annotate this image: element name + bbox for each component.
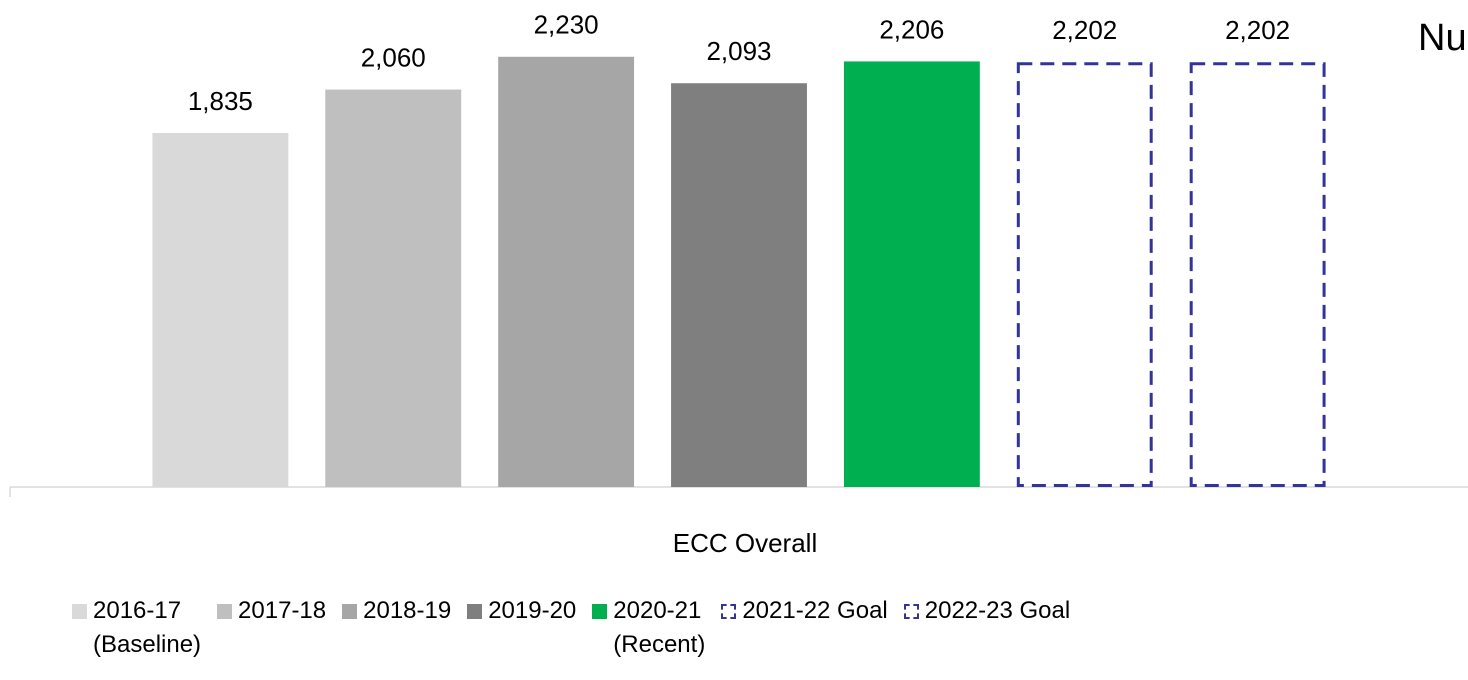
legend-label: 2016-17 (Baseline)	[93, 597, 202, 658]
legend-item: 2018-19	[342, 594, 451, 628]
legend-swatch	[592, 604, 608, 619]
data-label: 2,206	[879, 14, 944, 44]
legend-swatch	[72, 604, 87, 619]
bar	[1016, 62, 1153, 487]
legend-item: 2022-23 Goal	[903, 594, 1071, 628]
data-label: 1,835	[188, 86, 253, 116]
x-axis-label: ECC Overall	[673, 528, 817, 558]
legend-swatch	[342, 604, 358, 619]
data-label: 2,202	[1225, 15, 1290, 45]
bar	[325, 89, 462, 487]
legend-item: 2020-21 (Recent)	[592, 594, 705, 662]
legend-label: 2022-23 Goal	[924, 597, 1071, 624]
legend-item: 2021-22 Goal	[721, 594, 888, 628]
data-label: 2,230	[534, 10, 599, 40]
legend-label: 2017-18	[238, 597, 327, 624]
chart-title: Nu	[1418, 17, 1467, 59]
bar	[843, 61, 980, 487]
legend-label: 2020-21 (Recent)	[613, 597, 706, 658]
legend-swatch	[721, 604, 737, 619]
legend-swatch	[903, 604, 919, 619]
bar	[671, 83, 807, 488]
legend-swatch	[467, 604, 483, 619]
legend-swatch	[217, 604, 233, 619]
legend-label: 2021-22 Goal	[742, 597, 888, 624]
legend-label: 2018-19	[363, 597, 452, 624]
legend-item: 2017-18	[217, 594, 326, 628]
legend-item: 2016-17 (Baseline)	[72, 594, 201, 662]
legend-label: 2019-20	[488, 597, 577, 624]
data-label: 2,202	[1052, 15, 1117, 45]
legend-item: 2019-20	[467, 594, 576, 628]
bar	[1189, 62, 1326, 487]
legend: 2016-17 (Baseline) 2017-18 2018-19 2019-20 2…	[72, 594, 1070, 662]
bar	[498, 56, 635, 487]
data-label: 2,060	[361, 42, 426, 72]
bar	[152, 132, 289, 487]
data-label: 2,093	[706, 36, 771, 66]
